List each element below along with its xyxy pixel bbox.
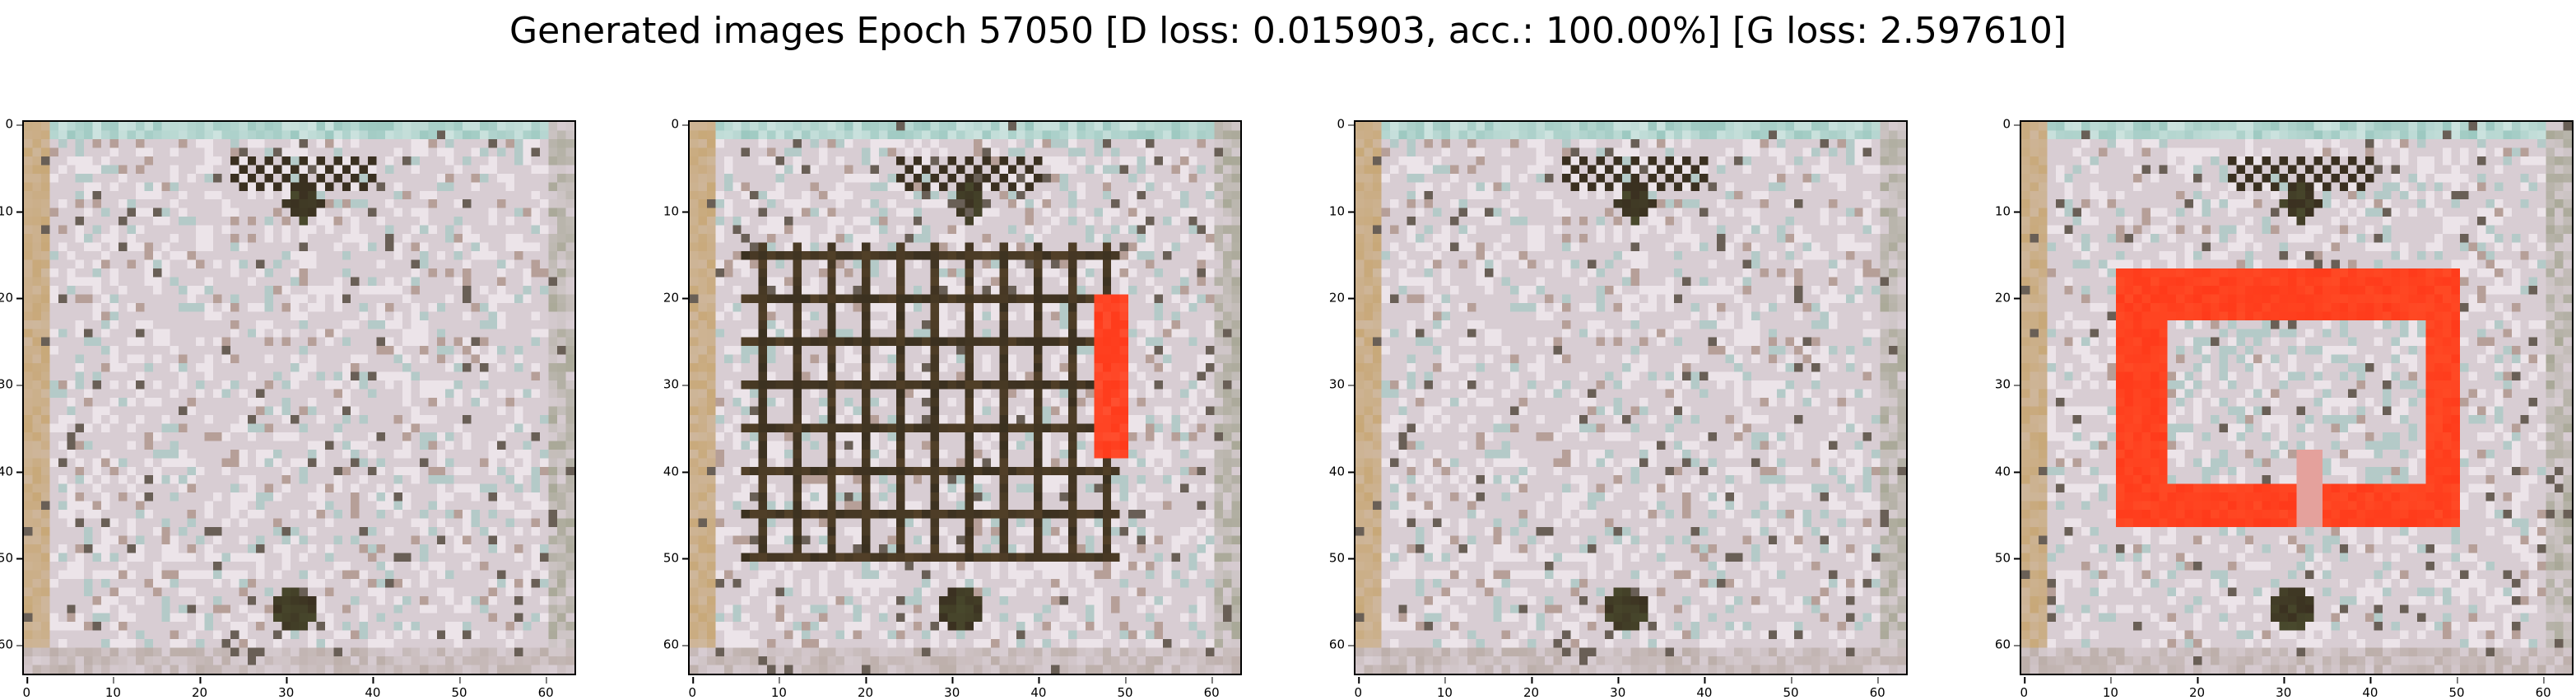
generated-image	[690, 122, 1240, 674]
y-tick-label: 10	[1329, 205, 1345, 217]
y-tick-label: 30	[1329, 379, 1345, 391]
x-tick-label: 10	[771, 687, 787, 699]
x-tick-label: 0	[2020, 687, 2028, 699]
y-tick-label: 20	[1995, 292, 2011, 304]
generated-image	[24, 122, 574, 674]
x-tick-label: 50	[2448, 687, 2464, 699]
y-tick-label: 10	[663, 205, 679, 217]
y-tick-label: 60	[0, 639, 13, 651]
y-tick-label: 40	[0, 465, 13, 478]
x-tick-label: 10	[2103, 687, 2118, 699]
generated-image	[2021, 122, 2572, 674]
y-tick-label: 60	[663, 639, 679, 651]
x-tick-label: 40	[2362, 687, 2378, 699]
x-tick-label: 60	[538, 687, 554, 699]
y-tick-label: 0	[5, 119, 13, 131]
x-tick-label: 40	[1696, 687, 1712, 699]
x-tick-label: 30	[1610, 687, 1625, 699]
y-tick-label: 0	[1337, 119, 1345, 131]
x-tick-label: 0	[688, 687, 696, 699]
x-tick-label: 60	[2536, 687, 2551, 699]
x-tick-label: 0	[1354, 687, 1362, 699]
y-tick-label: 40	[663, 465, 679, 478]
y-tick-label: 10	[0, 205, 13, 217]
x-tick-label: 30	[278, 687, 294, 699]
y-tick-label: 40	[1995, 465, 2011, 478]
y-tick-label: 30	[663, 379, 679, 391]
y-tick-label: 0	[2002, 119, 2011, 131]
image-axes	[2020, 120, 2574, 675]
x-tick-label: 40	[1030, 687, 1046, 699]
x-tick-label: 50	[1783, 687, 1798, 699]
x-tick-label: 50	[451, 687, 467, 699]
y-tick-label: 20	[1329, 292, 1345, 304]
y-tick-label: 50	[1329, 552, 1345, 564]
x-tick-label: 20	[1523, 687, 1539, 699]
y-tick-label: 60	[1329, 639, 1345, 651]
y-tick-label: 40	[1329, 465, 1345, 478]
y-tick-label: 20	[0, 292, 13, 304]
image-axes	[22, 120, 576, 675]
x-tick-label: 10	[1437, 687, 1453, 699]
y-tick-label: 20	[663, 292, 679, 304]
x-tick-label: 20	[858, 687, 873, 699]
image-axes	[688, 120, 1242, 675]
x-tick-label: 30	[944, 687, 960, 699]
y-tick-label: 50	[663, 552, 679, 564]
x-tick-label: 30	[2276, 687, 2291, 699]
x-tick-label: 60	[1204, 687, 1220, 699]
x-tick-label: 20	[192, 687, 207, 699]
image-axes	[1354, 120, 1908, 675]
y-tick-label: 50	[0, 552, 13, 564]
x-tick-label: 40	[365, 687, 380, 699]
y-tick-label: 60	[1995, 639, 2011, 651]
x-tick-label: 0	[22, 687, 30, 699]
y-tick-label: 30	[0, 379, 13, 391]
generated-image	[1355, 122, 1906, 674]
y-tick-label: 10	[1995, 205, 2011, 217]
x-tick-label: 50	[1117, 687, 1132, 699]
figure-title: Generated images Epoch 57050 [D loss: 0.…	[0, 0, 2576, 63]
y-tick-label: 0	[671, 119, 679, 131]
x-tick-label: 10	[105, 687, 121, 699]
y-tick-label: 50	[1995, 552, 2011, 564]
x-tick-label: 20	[2189, 687, 2205, 699]
y-tick-label: 30	[1995, 379, 2011, 391]
x-tick-label: 60	[1870, 687, 1886, 699]
